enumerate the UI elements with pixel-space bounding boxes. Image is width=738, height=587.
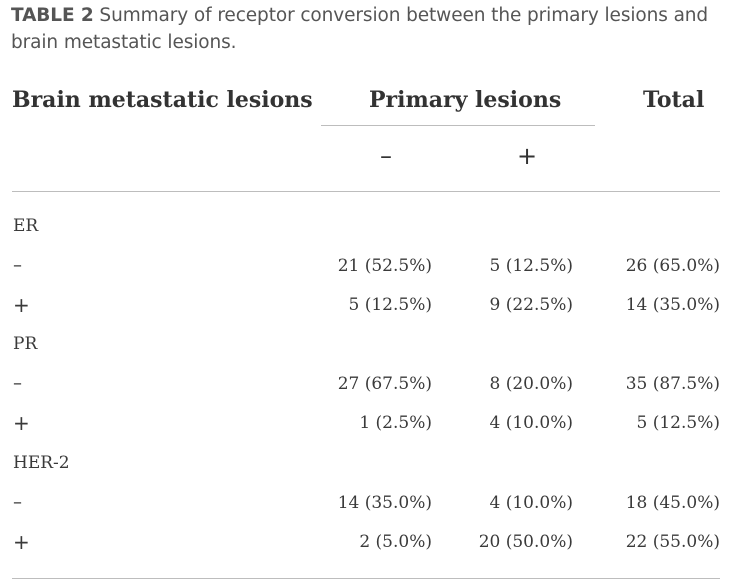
total-header: Total (643, 87, 705, 113)
cell-total: 18 (45.0%) (625, 493, 720, 513)
cell-primary-negative: 27 (67.5%) (337, 374, 432, 394)
table-row: – 21 (52.5%) 5 (12.5%) 26 (65.0%) (0, 251, 738, 281)
cell-primary-positive: 8 (20.0%) (489, 374, 574, 394)
row-label: HER-2 (13, 453, 70, 473)
table-row: + 1 (2.5%) 4 (10.0%) 5 (12.5%) (0, 408, 738, 438)
row-header: Brain metastatic lesions (12, 87, 313, 113)
row-label: + (13, 530, 30, 554)
cell-primary-positive: 20 (50.0%) (478, 532, 573, 552)
table-row: ER (0, 211, 738, 241)
subheader-negative: – (380, 142, 392, 170)
cell-primary-negative: 14 (35.0%) (337, 493, 432, 513)
group-header-rule (321, 125, 595, 126)
table-caption: TABLE 2 Summary of receptor conversion b… (11, 2, 711, 56)
subheader-positive: + (516, 142, 538, 170)
cell-total: 26 (65.0%) (625, 256, 720, 276)
cell-primary-positive: 4 (10.0%) (489, 413, 574, 433)
bottom-rule (12, 578, 720, 579)
row-label: PR (13, 334, 38, 354)
cell-primary-positive: 4 (10.0%) (489, 493, 574, 513)
row-label: – (13, 373, 22, 394)
table-row: PR (0, 329, 738, 359)
cell-total: 22 (55.0%) (625, 532, 720, 552)
cell-total: 14 (35.0%) (625, 295, 720, 315)
group-header-primary-lesions: Primary lesions (369, 87, 562, 113)
table-number: TABLE 2 (11, 5, 94, 26)
header-rule (12, 191, 720, 192)
row-label: + (13, 411, 30, 435)
cell-primary-positive: 9 (22.5%) (489, 295, 574, 315)
cell-total: 5 (12.5%) (636, 413, 721, 433)
cell-total: 35 (87.5%) (625, 374, 720, 394)
cell-primary-negative: 5 (12.5%) (348, 295, 433, 315)
cell-primary-negative: 2 (5.0%) (359, 532, 432, 552)
cell-primary-positive: 5 (12.5%) (489, 256, 574, 276)
table-row: – 14 (35.0%) 4 (10.0%) 18 (45.0%) (0, 488, 738, 518)
row-label: ER (13, 216, 39, 236)
table-row: – 27 (67.5%) 8 (20.0%) 35 (87.5%) (0, 369, 738, 399)
cell-primary-negative: 1 (2.5%) (359, 413, 432, 433)
cell-primary-negative: 21 (52.5%) (337, 256, 432, 276)
row-label: – (13, 492, 22, 513)
row-label: – (13, 255, 22, 276)
table-row: + 2 (5.0%) 20 (50.0%) 22 (55.0%) (0, 527, 738, 557)
table-row: + 5 (12.5%) 9 (22.5%) 14 (35.0%) (0, 290, 738, 320)
table-row: HER-2 (0, 448, 738, 478)
row-label: + (13, 293, 30, 317)
table-title: Summary of receptor conversion between t… (11, 5, 709, 53)
